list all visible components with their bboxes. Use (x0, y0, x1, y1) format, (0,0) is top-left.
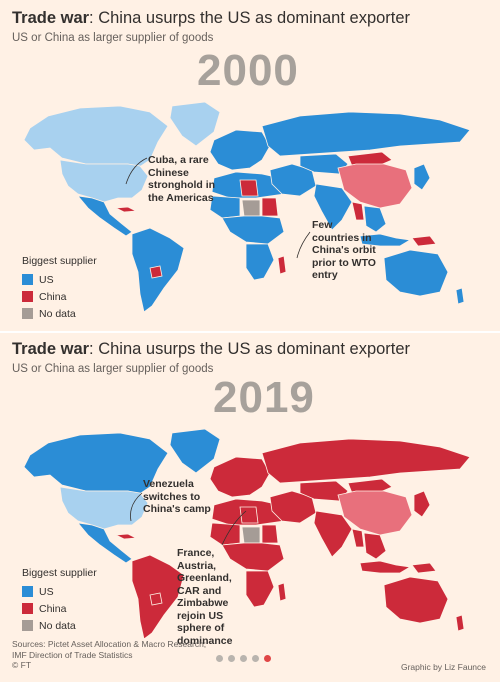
region-europe (209, 129, 271, 171)
region-indonesia (359, 560, 412, 574)
legend-title: Biggest supplier (22, 567, 97, 579)
legend-item-no-data: No data (22, 617, 97, 634)
region-libya (239, 179, 259, 197)
map-panel-2019: Trade war: China usurps the US as domina… (0, 333, 500, 682)
region-papua (411, 562, 437, 574)
annotation-cuba: Cuba, a rare Chinese stronghold in the A… (148, 154, 216, 204)
region-usa (59, 486, 149, 530)
region-china (337, 163, 413, 209)
annotation-leaders (130, 492, 247, 546)
legend-title: Biggest supplier (22, 255, 97, 267)
legend-swatch (22, 620, 33, 631)
region-australia (383, 576, 449, 624)
region-myanmar (351, 201, 365, 221)
panel-divider (0, 331, 500, 333)
region-new-zealand (455, 287, 465, 305)
legend: Biggest supplier US China No data (22, 567, 97, 634)
region-russia (261, 438, 471, 484)
annotation-china-orbit: Few countries in China's orbit prior to … (312, 219, 376, 281)
map-panel-2000: Trade war: China usurps the US as domina… (0, 0, 500, 332)
annotation-us-rejoin: France, Austria, Greenland, CAR and Zimb… (177, 547, 233, 647)
region-japan-korea (413, 490, 431, 518)
region-cuba (114, 206, 138, 213)
chart-title: Trade war: China usurps the US as domina… (12, 340, 411, 358)
chart-title: Trade war: China usurps the US as domina… (12, 9, 411, 27)
sources-footer: Sources: Pictet Asset Allocation & Macro… (12, 639, 206, 671)
legend-item-us: US (22, 271, 97, 288)
region-paraguay (149, 265, 163, 279)
region-russia (261, 111, 471, 157)
carousel-dot[interactable] (264, 655, 271, 662)
annotation-leaders (125, 157, 311, 259)
carousel-dot[interactable] (240, 655, 247, 662)
graphic-credit: Graphic by Liz Faunce (400, 662, 486, 672)
world-map (23, 428, 471, 640)
region-usa (59, 159, 149, 203)
legend-swatch (22, 603, 33, 614)
region-sudan (261, 524, 279, 544)
region-middle-east (269, 163, 317, 197)
year-label: 2000 (197, 46, 299, 95)
region-southern-africa (245, 243, 275, 281)
legend: Biggest supplier US China No data (22, 255, 97, 322)
legend-swatch (22, 586, 33, 597)
sources-line: Sources: Pictet Asset Allocation & Macro… (12, 639, 207, 649)
region-southern-africa (245, 570, 275, 608)
region-china (337, 490, 413, 536)
annotation-venezuela: Venezuela switches to China's camp (143, 478, 211, 515)
region-sudan (261, 197, 279, 217)
region-india (313, 510, 353, 558)
region-mongolia (347, 151, 393, 167)
carousel-dot[interactable] (216, 655, 223, 662)
year-label: 2019 (213, 373, 315, 422)
region-southeast-asia (363, 532, 387, 560)
region-greenland (169, 101, 221, 147)
chart-subtitle: US or China as larger supplier of goods (12, 363, 214, 375)
region-europe (209, 456, 271, 498)
region-papua (411, 235, 437, 247)
region-australia (383, 249, 449, 297)
region-central-africa (221, 215, 285, 245)
sources-line: IMF Direction of Trade Statistics (12, 649, 133, 660)
region-southeast-asia (363, 205, 387, 233)
copyright: © FT (12, 660, 32, 670)
region-central-africa (221, 542, 285, 572)
carousel-dot[interactable] (252, 655, 259, 662)
region-libya (239, 506, 259, 524)
region-mexico-central-america (77, 522, 133, 564)
region-mexico-central-america (77, 195, 133, 237)
legend-swatch (22, 274, 33, 285)
world-map (23, 101, 471, 313)
region-indonesia (359, 233, 412, 247)
region-middle-east (269, 490, 317, 524)
region-india (313, 183, 353, 231)
chart-subtitle: US or China as larger supplier of goods (12, 32, 214, 44)
region-paraguay (149, 592, 163, 606)
carousel-dots[interactable] (216, 655, 271, 662)
region-myanmar (351, 528, 365, 548)
region-cuba (114, 533, 138, 540)
legend-swatch (22, 291, 33, 302)
region-madagascar (277, 582, 287, 602)
legend-swatch (22, 308, 33, 319)
legend-item-us: US (22, 583, 97, 600)
region-madagascar (277, 255, 287, 275)
legend-item-china: China (22, 288, 97, 305)
legend-item-no-data: No data (22, 305, 97, 322)
region-new-zealand (455, 614, 465, 632)
carousel-dot[interactable] (228, 655, 235, 662)
region-mongolia (347, 478, 393, 494)
region-japan-korea (413, 163, 431, 191)
region-greenland (169, 428, 221, 474)
legend-item-china: China (22, 600, 97, 617)
